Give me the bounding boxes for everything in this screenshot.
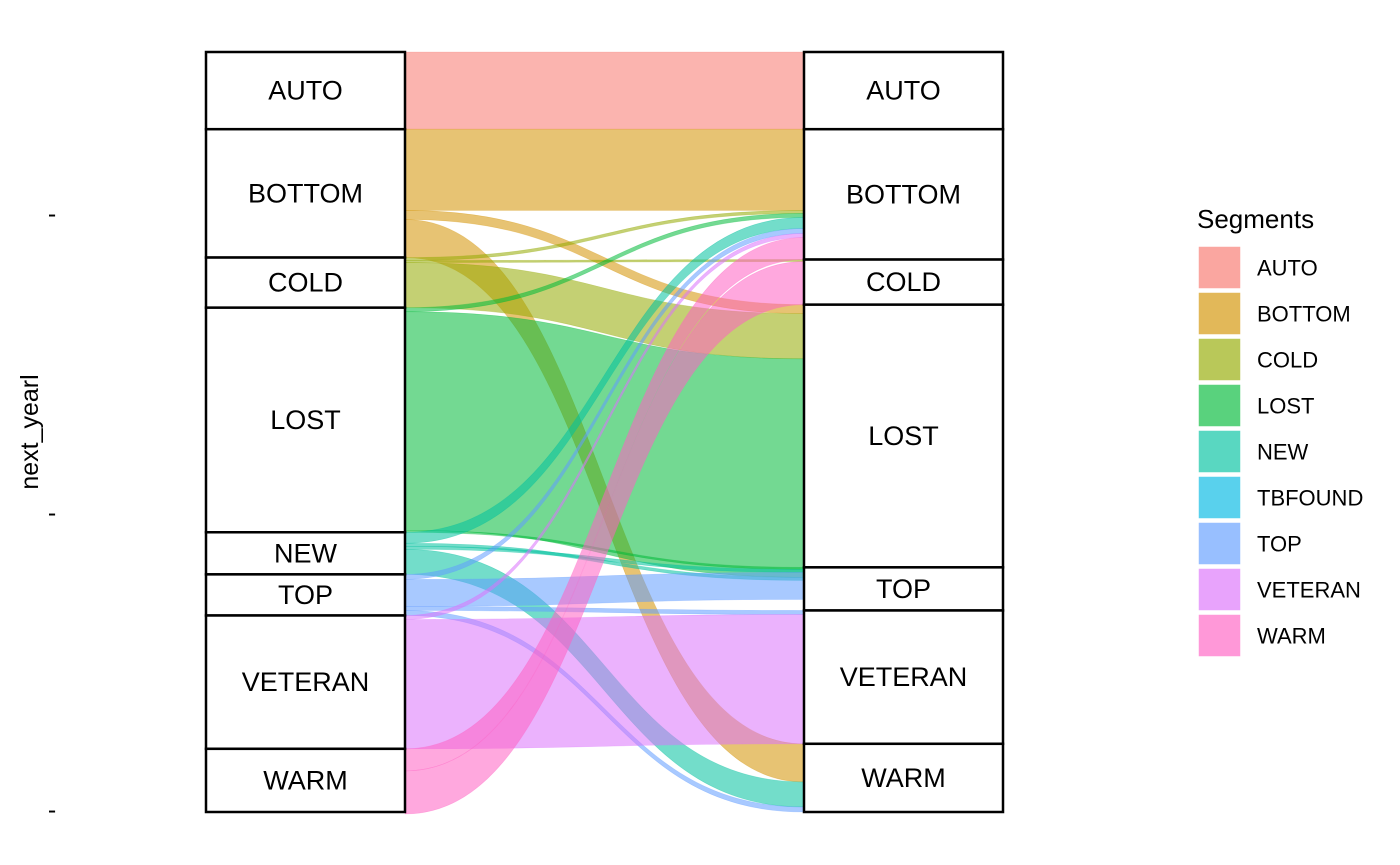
stratum-1-auto [204, 50, 407, 131]
stratum-label: BOTTOM [846, 179, 961, 209]
legend-label: WARM [1257, 624, 1326, 649]
legend-title: Segments [1197, 204, 1314, 234]
stratum-label: AUTO [268, 76, 343, 106]
y-tick-label: - [48, 499, 56, 527]
stratum-1-veteran [204, 614, 407, 751]
stratum-1-warm [204, 747, 407, 814]
legend-swatch-top [1197, 521, 1242, 566]
stratum-label: TOP [278, 580, 333, 610]
stratum-1-top [204, 573, 407, 617]
stratum-label: AUTO [866, 76, 941, 106]
flow-auto-to-auto [404, 51, 805, 130]
legend-label: BOTTOM [1257, 302, 1351, 327]
stratum-label: BOTTOM [248, 178, 363, 208]
stratum-1-new [204, 531, 407, 576]
y-axis-label: next_yearl [16, 374, 44, 489]
flows-layer [404, 51, 805, 815]
stratum-label: LOST [868, 421, 939, 451]
stratum-2-top [802, 566, 1005, 612]
stratum-1-bottom [204, 127, 407, 259]
legend-label: VETERAN [1257, 578, 1361, 603]
legend-label: TBFOUND [1257, 486, 1363, 511]
stratum-2-warm [802, 742, 1005, 814]
nodes-layer: AUTO BOTTOM COLD LOST NEW TOP VETERAN WARM AUTO B… [204, 50, 1005, 814]
legend-swatch-tbfound [1197, 475, 1242, 520]
legend-swatch-lost [1197, 383, 1242, 428]
legend-swatch-new [1197, 429, 1242, 474]
stratum-2-lost [802, 303, 1005, 569]
legend: Segments AUTO BOTTOM COLD LOST NEW TBFOUND TOP… [1197, 204, 1363, 658]
flow-top-to-veteran [404, 606, 805, 615]
y-tick-label: - [48, 200, 56, 228]
flow-bottom-to-bottom [404, 128, 805, 211]
legend-swatch-warm [1197, 613, 1242, 658]
stratum-2-auto [802, 50, 1005, 131]
legend-label: TOP [1257, 532, 1302, 557]
legend-swatch-cold [1197, 337, 1242, 382]
stratum-2-bottom [802, 127, 1005, 261]
stratum-label: VETERAN [242, 667, 370, 697]
y-tick-label: - [48, 796, 56, 824]
stratum-label: COLD [268, 268, 343, 298]
legend-swatch-bottom [1197, 291, 1242, 336]
legend-swatch-veteran [1197, 567, 1242, 612]
stratum-label: COLD [866, 267, 941, 297]
stratum-label: WARM [263, 765, 347, 795]
stratum-label: TOP [876, 574, 931, 604]
y-axis: next_yearl - - - [16, 200, 56, 824]
stratum-2-cold [802, 258, 1005, 306]
stratum-label: LOST [270, 405, 341, 435]
legend-label: COLD [1257, 348, 1318, 373]
legend-swatch-auto [1197, 245, 1242, 290]
flow-veteran-to-veteran [404, 614, 805, 750]
stratum-label: NEW [274, 538, 338, 568]
stratum-2-veteran [802, 609, 1005, 746]
stratum-label: WARM [861, 763, 945, 793]
stratum-1-lost [204, 306, 407, 534]
legend-label: LOST [1257, 394, 1314, 419]
legend-label: NEW [1257, 440, 1309, 465]
legend-label: AUTO [1257, 256, 1318, 281]
stratum-label: VETERAN [840, 662, 968, 692]
